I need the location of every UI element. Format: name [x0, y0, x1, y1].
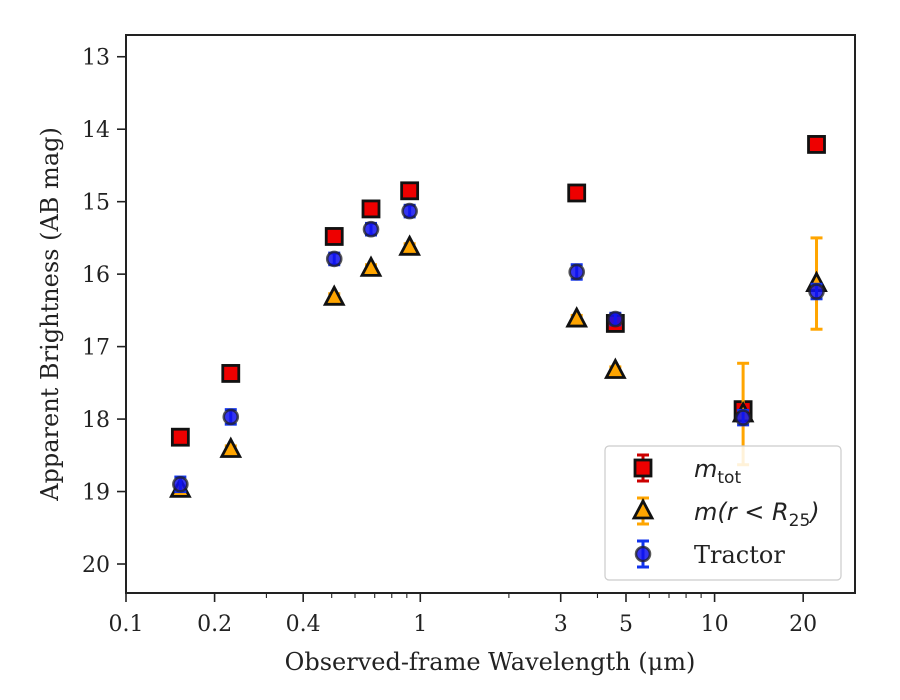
legend-marker-mtot — [633, 458, 653, 478]
point-mtot — [400, 181, 420, 201]
y-tick-label: 13 — [82, 46, 110, 71]
legend-label-main: m — [694, 455, 717, 483]
legend-box — [604, 445, 842, 581]
legend-label-tractor: Tractor — [694, 541, 785, 569]
y-tick-label: 18 — [82, 408, 110, 433]
point-mtot — [567, 183, 587, 203]
x-tick-label: 0.4 — [286, 612, 321, 637]
data-marks — [169, 135, 828, 498]
x-tick-label: 10 — [701, 612, 729, 637]
point-mtot — [170, 427, 190, 447]
y-tick-label: 19 — [82, 481, 110, 506]
point-m-r25 — [565, 306, 589, 328]
legend-label-subscript: tot — [717, 468, 741, 488]
y-tick-label: 15 — [82, 191, 110, 216]
y-axis-label: Apparent Brightness (AB mag) — [36, 127, 64, 502]
y-tick-label: 17 — [82, 336, 110, 361]
plot-frame — [125, 34, 856, 594]
point-tractor — [362, 220, 380, 238]
point-m-r25 — [219, 436, 243, 458]
x-tick-label: 5 — [619, 612, 633, 637]
x-tick-label: 3 — [554, 612, 568, 637]
legend: mtot m(r < R25) Tractor — [604, 445, 842, 581]
x-tick-label: 0.2 — [197, 612, 232, 637]
legend-label-subscript: 25 — [789, 511, 811, 531]
x-axis-label: Observed-frame Wavelength (μm) — [285, 648, 696, 676]
point-tractor — [172, 475, 189, 493]
series-mtot — [170, 135, 826, 447]
point-tractor — [325, 250, 343, 268]
point-m-r25 — [322, 284, 346, 306]
point-m-r25 — [398, 234, 421, 256]
x-axis: 0.1 0.2 0.4 1 3 5 10 20 — [109, 593, 817, 637]
x-tick-label: 1 — [413, 612, 427, 637]
point-tractor — [734, 409, 752, 426]
legend-label-main: m(r < R — [694, 498, 789, 526]
legend-label-close: ) — [808, 498, 819, 526]
series-tractor — [172, 202, 825, 494]
legend-marker-m-r25 — [631, 498, 655, 520]
point-tractor — [568, 263, 586, 281]
y-tick-label: 16 — [82, 263, 110, 288]
point-tractor — [607, 310, 624, 328]
y-axis: 13 14 15 16 17 18 19 20 — [82, 46, 126, 578]
point-mtot — [807, 135, 826, 154]
point-mtot — [361, 199, 381, 219]
x-tick-label: 20 — [789, 612, 817, 637]
point-m-r25 — [604, 357, 627, 379]
point-tractor — [222, 408, 240, 426]
legend-label-mtot: mtot — [694, 455, 741, 488]
point-m-r25 — [359, 255, 383, 277]
point-mtot — [324, 227, 344, 246]
point-tractor — [808, 283, 825, 300]
y-tick-label: 14 — [82, 118, 110, 143]
point-tractor — [401, 202, 418, 220]
legend-label-main: Tractor — [694, 541, 785, 569]
x-tick-label: 0.1 — [109, 612, 144, 637]
y-tick-label: 20 — [82, 553, 110, 578]
legend-label-m-r25: m(r < R25) — [694, 498, 820, 531]
legend-marker-tractor — [634, 545, 652, 563]
point-mtot — [221, 364, 241, 383]
